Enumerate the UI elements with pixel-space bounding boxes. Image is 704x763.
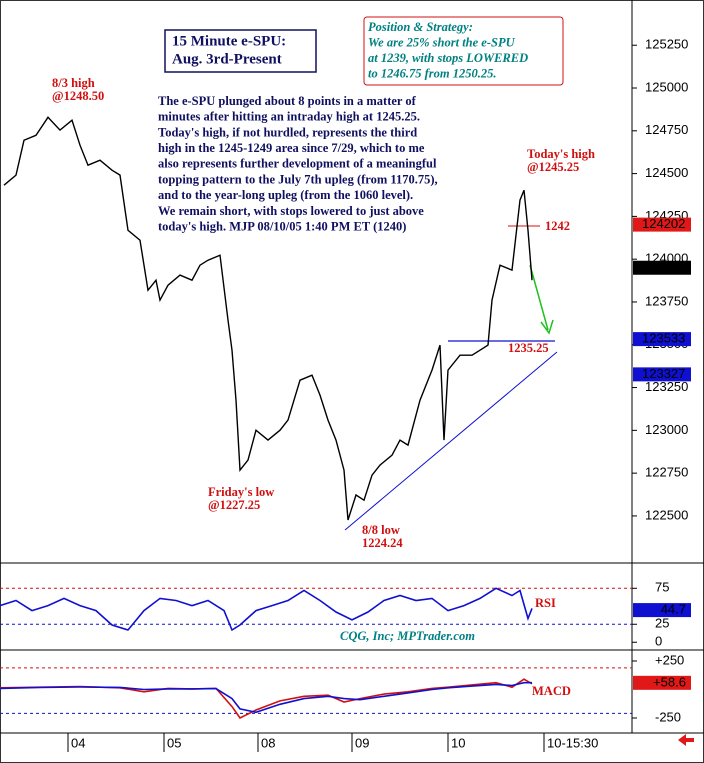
y-tick-label: 123000 bbox=[645, 422, 688, 437]
note: 8/3 high bbox=[52, 76, 95, 90]
data-line bbox=[0, 681, 532, 714]
credit: CQG, Inc; MPTrader.com bbox=[340, 629, 475, 643]
y-tick-label: 75 bbox=[655, 580, 669, 595]
x-tick-label: 08 bbox=[261, 735, 275, 750]
note: @1245.25 bbox=[527, 160, 579, 174]
chart-title: Aug. 3rd-Present bbox=[172, 51, 282, 67]
note: Today's high bbox=[527, 147, 595, 161]
commentary-text: today's high. MJP 08/10/05 1:40 PM ET (1… bbox=[158, 219, 406, 233]
last-value-label: 44.7 bbox=[661, 602, 686, 617]
chart-title: 15 Minute e-SPU: bbox=[172, 33, 286, 49]
y-tick-label: 124750 bbox=[645, 122, 688, 137]
price-marker bbox=[633, 332, 691, 347]
price-marker-label: 123533 bbox=[642, 331, 685, 346]
title-box bbox=[164, 29, 317, 73]
y-tick-label: 124500 bbox=[645, 165, 688, 180]
commentary-text: and to the year-long upleg (from the 106… bbox=[158, 188, 413, 202]
note: Friday's low bbox=[208, 485, 274, 499]
price-marker-label: 123950 bbox=[642, 259, 685, 274]
data-line bbox=[0, 678, 533, 720]
y-tick-label: 25 bbox=[655, 616, 669, 631]
note: 1242 bbox=[545, 219, 570, 233]
strategy-text: at 1239, with stops LOWERED bbox=[368, 51, 528, 65]
trend-line bbox=[344, 351, 558, 531]
price-marker bbox=[633, 367, 691, 382]
commentary-text: also represents further development of a… bbox=[158, 157, 437, 171]
y-tick-label: 122500 bbox=[645, 507, 688, 522]
price-marker-label: 124202 bbox=[642, 216, 685, 231]
note: @1248.50 bbox=[52, 89, 104, 103]
commentary-text: Today's high, if not hurdled, represents… bbox=[158, 125, 417, 139]
x-tick-label: 09 bbox=[355, 735, 369, 750]
note: 1235.25 bbox=[508, 341, 549, 355]
commentary-text: high in the 1245-1249 area since 7/29, w… bbox=[158, 141, 425, 155]
data-line bbox=[3, 116, 533, 521]
arrow bbox=[529, 264, 554, 335]
strategy-box bbox=[363, 16, 564, 86]
x-tick-label: 05 bbox=[167, 735, 181, 750]
y-tick-label: -250 bbox=[655, 709, 681, 724]
commentary-text: The e-SPU plunged about 8 points in a ma… bbox=[158, 94, 417, 108]
y-tick-label: 122750 bbox=[645, 465, 688, 480]
data-line bbox=[0, 587, 533, 632]
y-tick-label: +250 bbox=[655, 652, 684, 667]
y-tick-label: 0 bbox=[655, 634, 662, 649]
note: @1227.25 bbox=[208, 498, 260, 512]
y-tick-label: 125250 bbox=[645, 37, 688, 52]
note: 1224.24 bbox=[362, 536, 403, 550]
indicator-label: RSI bbox=[535, 596, 556, 610]
price-marker-label: 123327 bbox=[642, 366, 685, 381]
last-value-label: +58.6 bbox=[653, 674, 686, 689]
price-marker bbox=[633, 260, 691, 275]
y-tick-label: 123750 bbox=[645, 293, 688, 308]
indicator-label: MACD bbox=[532, 684, 571, 698]
commentary-text: topping pattern to the July 7th upleg (f… bbox=[158, 172, 438, 186]
last-value bbox=[633, 603, 691, 618]
note: 8/8 low bbox=[362, 523, 400, 537]
x-tick-label: 10 bbox=[451, 735, 465, 750]
strategy-text: We are 25% short the e-SPU bbox=[368, 35, 516, 49]
scroll-arrow[interactable] bbox=[678, 734, 694, 746]
last-value bbox=[633, 675, 691, 690]
strategy-text: to 1246.75 from 1250.25. bbox=[368, 66, 496, 80]
commentary-text: We remain short, with stops lowered to j… bbox=[158, 204, 424, 218]
y-tick-label: 125000 bbox=[645, 79, 688, 94]
strategy-text: Position & Strategy: bbox=[368, 20, 473, 34]
y-tick-label: 123250 bbox=[645, 379, 688, 394]
x-tick-label: 10-15:30 bbox=[547, 735, 598, 750]
price-marker bbox=[633, 217, 691, 232]
commentary-text: minutes after hitting an intraday high a… bbox=[158, 110, 420, 124]
x-tick-label: 04 bbox=[71, 735, 85, 750]
